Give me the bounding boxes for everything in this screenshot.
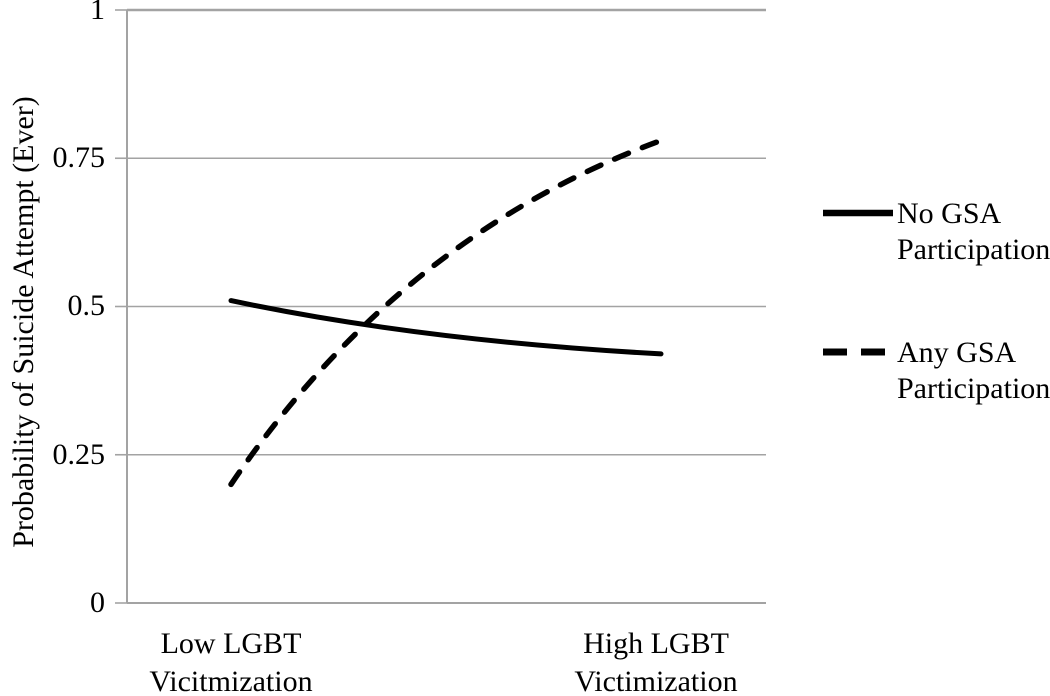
y-axis-title: Probability of Suicide Attempt (Ever): [7, 96, 40, 548]
x-category-label-low-line2: Vicitmization: [149, 665, 313, 696]
any-gsa-participation-line: [228, 137, 664, 488]
x-category-label-high-line2: Victimization: [574, 665, 738, 696]
legend-label-no-gsa: No GSA Participation: [897, 197, 1050, 266]
y-tick-label-0-25: 0.25: [52, 438, 106, 471]
y-tick-label-0-5: 0.5: [67, 289, 106, 322]
y-tick-label-0: 0: [90, 586, 105, 619]
y-tick-label-0-75: 0.75: [52, 141, 106, 174]
x-category-label-low: Low LGBT Vicitmization: [81, 625, 381, 696]
x-category-label-high-line1: High LGBT: [583, 627, 729, 660]
legend-key-samples: [823, 209, 893, 356]
legend-label-any-gsa: Any GSA Participation: [897, 336, 1050, 405]
x-category-label-low-line1: Low LGBT: [160, 627, 302, 660]
x-category-label-high: High LGBT Victimization: [506, 625, 806, 696]
gridlines-and-axes: [115, 8, 766, 604]
y-tick-label-1: 1: [90, 0, 105, 26]
no-gsa-participation-line: [228, 298, 664, 357]
series-lines: [228, 137, 664, 488]
